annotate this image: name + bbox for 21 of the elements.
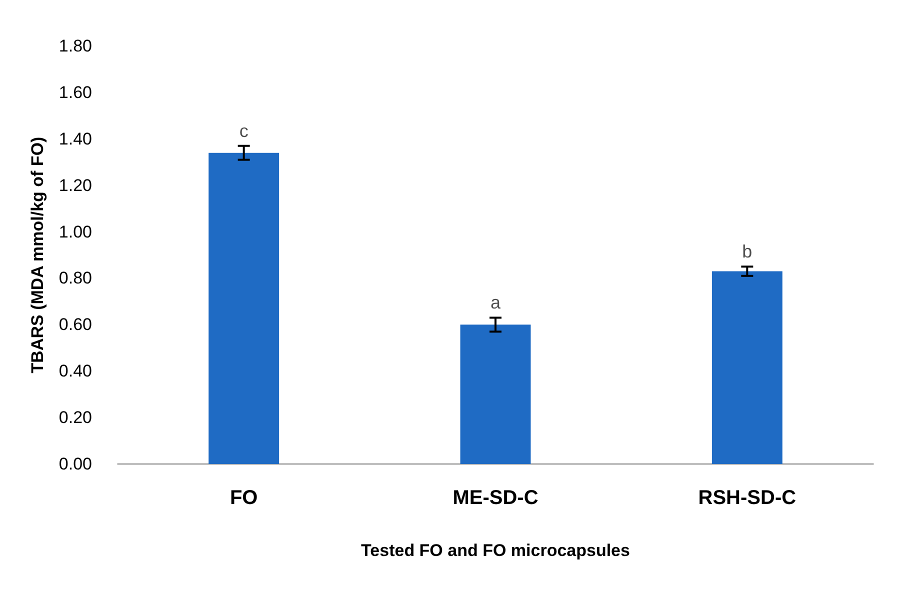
x-axis-title: Tested FO and FO microcapsules [361, 541, 630, 560]
bar [712, 271, 782, 464]
y-tick-label: 1.00 [58, 222, 92, 242]
y-tick-label: 0.00 [58, 454, 92, 474]
bar [208, 152, 280, 464]
y-tick-label: 1.80 [58, 36, 92, 56]
annotation: a [490, 292, 502, 313]
y-tick-label: 1.40 [58, 129, 92, 148]
x-tick-label: ME-SD-C [452, 487, 538, 509]
annotation: c [239, 120, 248, 141]
y-tick-label: 0.20 [58, 408, 92, 428]
y-tick-label: 0.80 [58, 268, 92, 288]
y-tick-label: 0.40 [58, 362, 92, 381]
y-tick-label: 1.60 [58, 82, 92, 102]
annotation: b [742, 242, 752, 262]
y-tick-label: 0.60 [58, 315, 92, 334]
y-tick-label: 1.20 [58, 176, 92, 195]
x-tick-label: FO [230, 487, 258, 509]
y-axis-title: TBARS (MDA mmol/kg of FO) [28, 136, 47, 374]
x-tick-label: RSH-SD-C [698, 487, 796, 509]
bar [460, 324, 531, 464]
